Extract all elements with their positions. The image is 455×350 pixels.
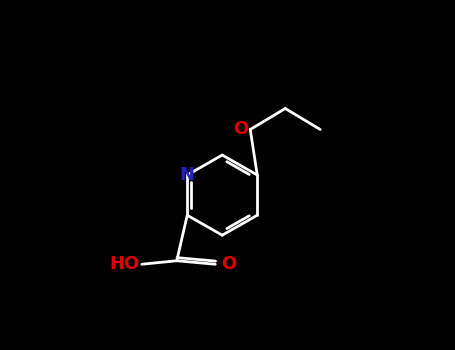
Text: N: N [180, 166, 195, 184]
Text: HO: HO [110, 255, 140, 273]
Text: O: O [233, 120, 248, 139]
Text: O: O [222, 255, 237, 273]
